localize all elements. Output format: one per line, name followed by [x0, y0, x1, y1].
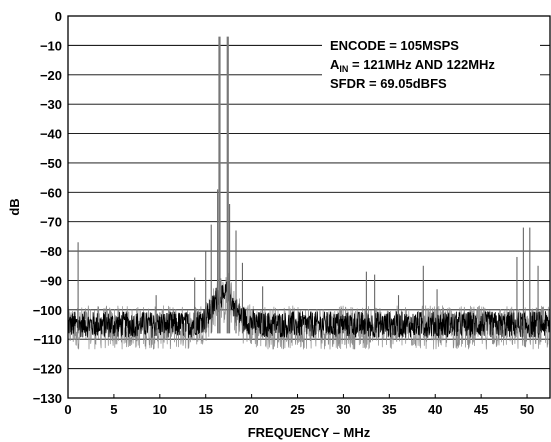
y-tick-label: −100: [33, 303, 62, 318]
x-axis-label: FREQUENCY – MHz: [248, 425, 371, 440]
gridlines: [68, 44, 550, 370]
y-tick-label: −10: [40, 38, 62, 53]
annotation-line-3: SFDR = 69.05dBFS: [330, 76, 447, 91]
y-tick-label: −40: [40, 127, 62, 142]
y-tick-label: −30: [40, 97, 62, 112]
trace-dark: [67, 275, 551, 338]
y-tick-label: −70: [40, 215, 62, 230]
x-tick-label: 40: [428, 402, 442, 417]
y-tick-label: 0: [55, 9, 62, 24]
y-tick-label: −130: [33, 391, 62, 406]
y-tick-label: −90: [40, 273, 62, 288]
y-tick-label: −20: [40, 68, 62, 83]
x-tick-label: 0: [64, 402, 71, 417]
y-axis-ticks: 0 −10 −20 −30 −40 −50 −60 −70 −80 −90 −100 −110 −120…: [33, 9, 62, 406]
spectrum-trace: [67, 273, 551, 350]
y-tick-label: −60: [40, 185, 62, 200]
x-tick-label: 30: [336, 402, 350, 417]
x-tick-label: 25: [290, 402, 304, 417]
x-tick-label: 15: [198, 402, 212, 417]
x-tick-label: 35: [382, 402, 396, 417]
x-axis-ticks: 0 5 10 15 20 25 30 35 40 45 50: [64, 394, 534, 417]
annotation-line-2: AIN = 121MHz AND 122MHz: [330, 57, 495, 74]
x-tick-label: 5: [110, 402, 117, 417]
y-tick-label: −50: [40, 156, 62, 171]
plot-area-frame: [67, 15, 551, 399]
y-axis-label: dB: [7, 198, 22, 215]
y-tick-label: −80: [40, 244, 62, 259]
trace-light: [67, 273, 551, 350]
annotation-box-bg: [322, 33, 540, 95]
spectrum-peaks: [77, 36, 539, 334]
annotation-line-1: ENCODE = 105MSPS: [330, 38, 459, 53]
y-tick-label: −120: [33, 362, 62, 377]
x-tick-label: 20: [244, 402, 258, 417]
y-tick-label: −110: [33, 332, 62, 347]
x-tick-label: 45: [474, 402, 488, 417]
x-tick-label: 50: [520, 402, 534, 417]
x-tick-label: 10: [153, 402, 167, 417]
